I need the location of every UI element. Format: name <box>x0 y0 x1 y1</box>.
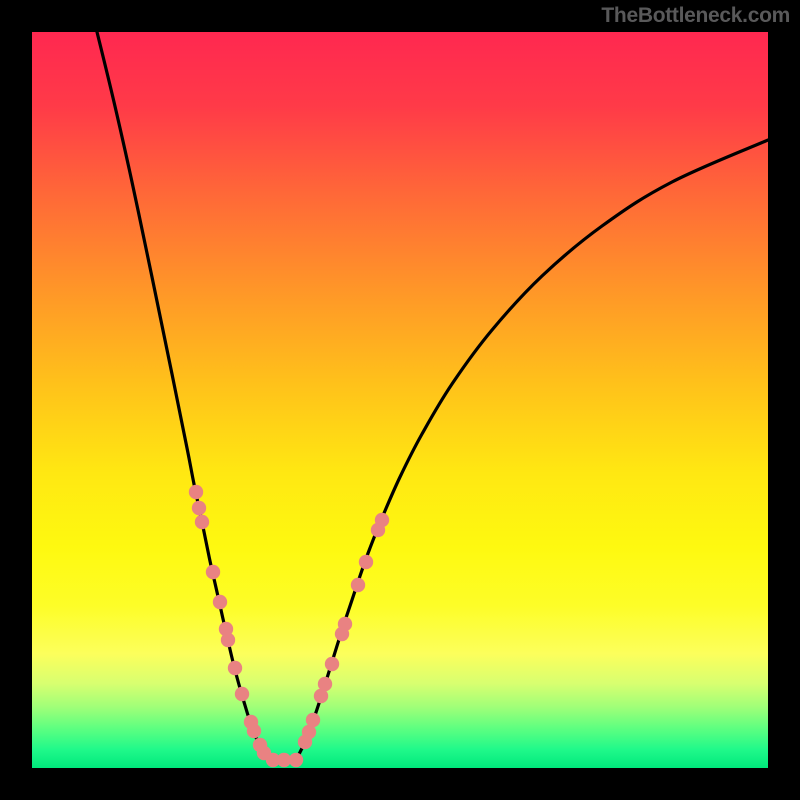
marker-point <box>235 687 249 701</box>
marker-point <box>189 485 203 499</box>
marker-point <box>325 657 339 671</box>
marker-point <box>228 661 242 675</box>
marker-point <box>338 617 352 631</box>
marker-point <box>351 578 365 592</box>
chart-canvas: TheBottleneck.com <box>0 0 800 800</box>
watermark-text: TheBottleneck.com <box>601 4 790 28</box>
chart-svg <box>32 32 768 768</box>
marker-point <box>206 565 220 579</box>
marker-point <box>318 677 332 691</box>
marker-point <box>306 713 320 727</box>
marker-point <box>359 555 373 569</box>
marker-point <box>213 595 227 609</box>
marker-point <box>247 724 261 738</box>
plot-area <box>32 32 768 768</box>
marker-point <box>192 501 206 515</box>
marker-point <box>221 633 235 647</box>
gradient-background <box>32 32 768 768</box>
marker-point <box>289 753 303 767</box>
marker-point <box>195 515 209 529</box>
marker-point <box>375 513 389 527</box>
